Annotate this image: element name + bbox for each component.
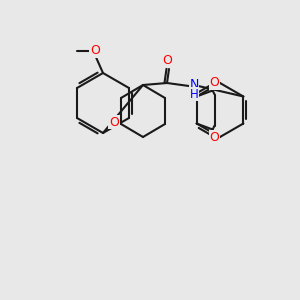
Text: O: O [90,44,100,58]
Text: O: O [210,76,220,89]
Text: N: N [189,79,199,92]
Text: H: H [190,88,198,100]
Text: O: O [109,116,119,128]
Text: O: O [210,131,220,144]
Text: O: O [162,55,172,68]
